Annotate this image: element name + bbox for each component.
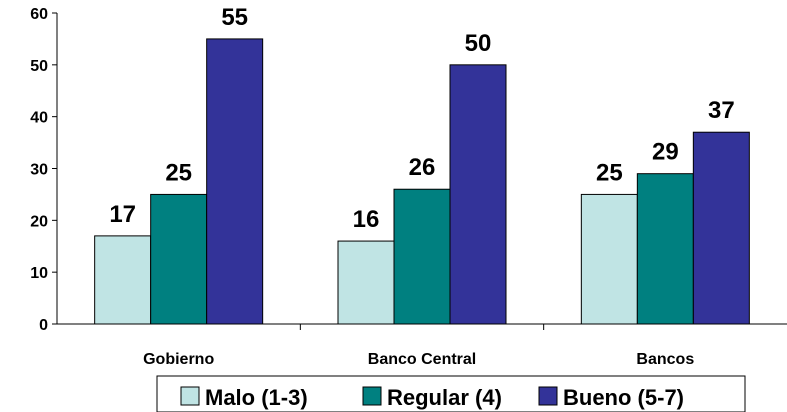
category-label: Bancos (636, 351, 694, 368)
data-labels: 17 25 55 16 26 50 25 29 37 (109, 4, 734, 233)
y-tick-label: 40 (30, 110, 48, 127)
bar (692, 131, 750, 325)
category-label: Banco Central (368, 351, 476, 368)
bar (580, 193, 638, 325)
y-tick-label: 30 (30, 162, 48, 179)
data-label: 50 (465, 30, 492, 57)
y-tick-label: 60 (30, 6, 48, 23)
data-label: 25 (165, 159, 192, 186)
legend-label: Regular (4) (387, 385, 502, 410)
legend-swatch (180, 386, 200, 406)
legend: Malo (1-3) Regular (4) Bueno (5-7) (156, 375, 746, 412)
legend-box (156, 375, 746, 412)
data-label: 25 (596, 159, 623, 186)
data-label: 17 (109, 201, 136, 228)
bar (337, 240, 395, 325)
y-tick-label: 10 (30, 265, 48, 282)
legend-label: Malo (1-3) (205, 385, 308, 410)
data-label: 26 (409, 154, 436, 181)
bar (94, 235, 152, 325)
y-axis: 0 10 20 30 40 50 60 (30, 6, 58, 334)
y-tick-label: 0 (39, 317, 48, 334)
y-tick-label: 20 (30, 213, 48, 230)
data-label: 29 (652, 139, 679, 166)
data-label: 55 (221, 4, 248, 31)
y-tick-label: 50 (30, 58, 48, 75)
legend-swatch (362, 386, 382, 406)
bar (449, 64, 507, 325)
data-label: 37 (708, 97, 735, 124)
legend-swatch (538, 386, 558, 406)
legend-label: Bueno (5-7) (563, 385, 684, 410)
x-axis: Gobierno Banco Central Bancos (57, 323, 787, 368)
bars (94, 38, 750, 325)
bar (206, 38, 264, 325)
bar (393, 188, 451, 325)
bar (636, 173, 694, 325)
category-label: Gobierno (143, 351, 214, 368)
bar (150, 193, 208, 325)
data-label: 16 (353, 206, 380, 233)
